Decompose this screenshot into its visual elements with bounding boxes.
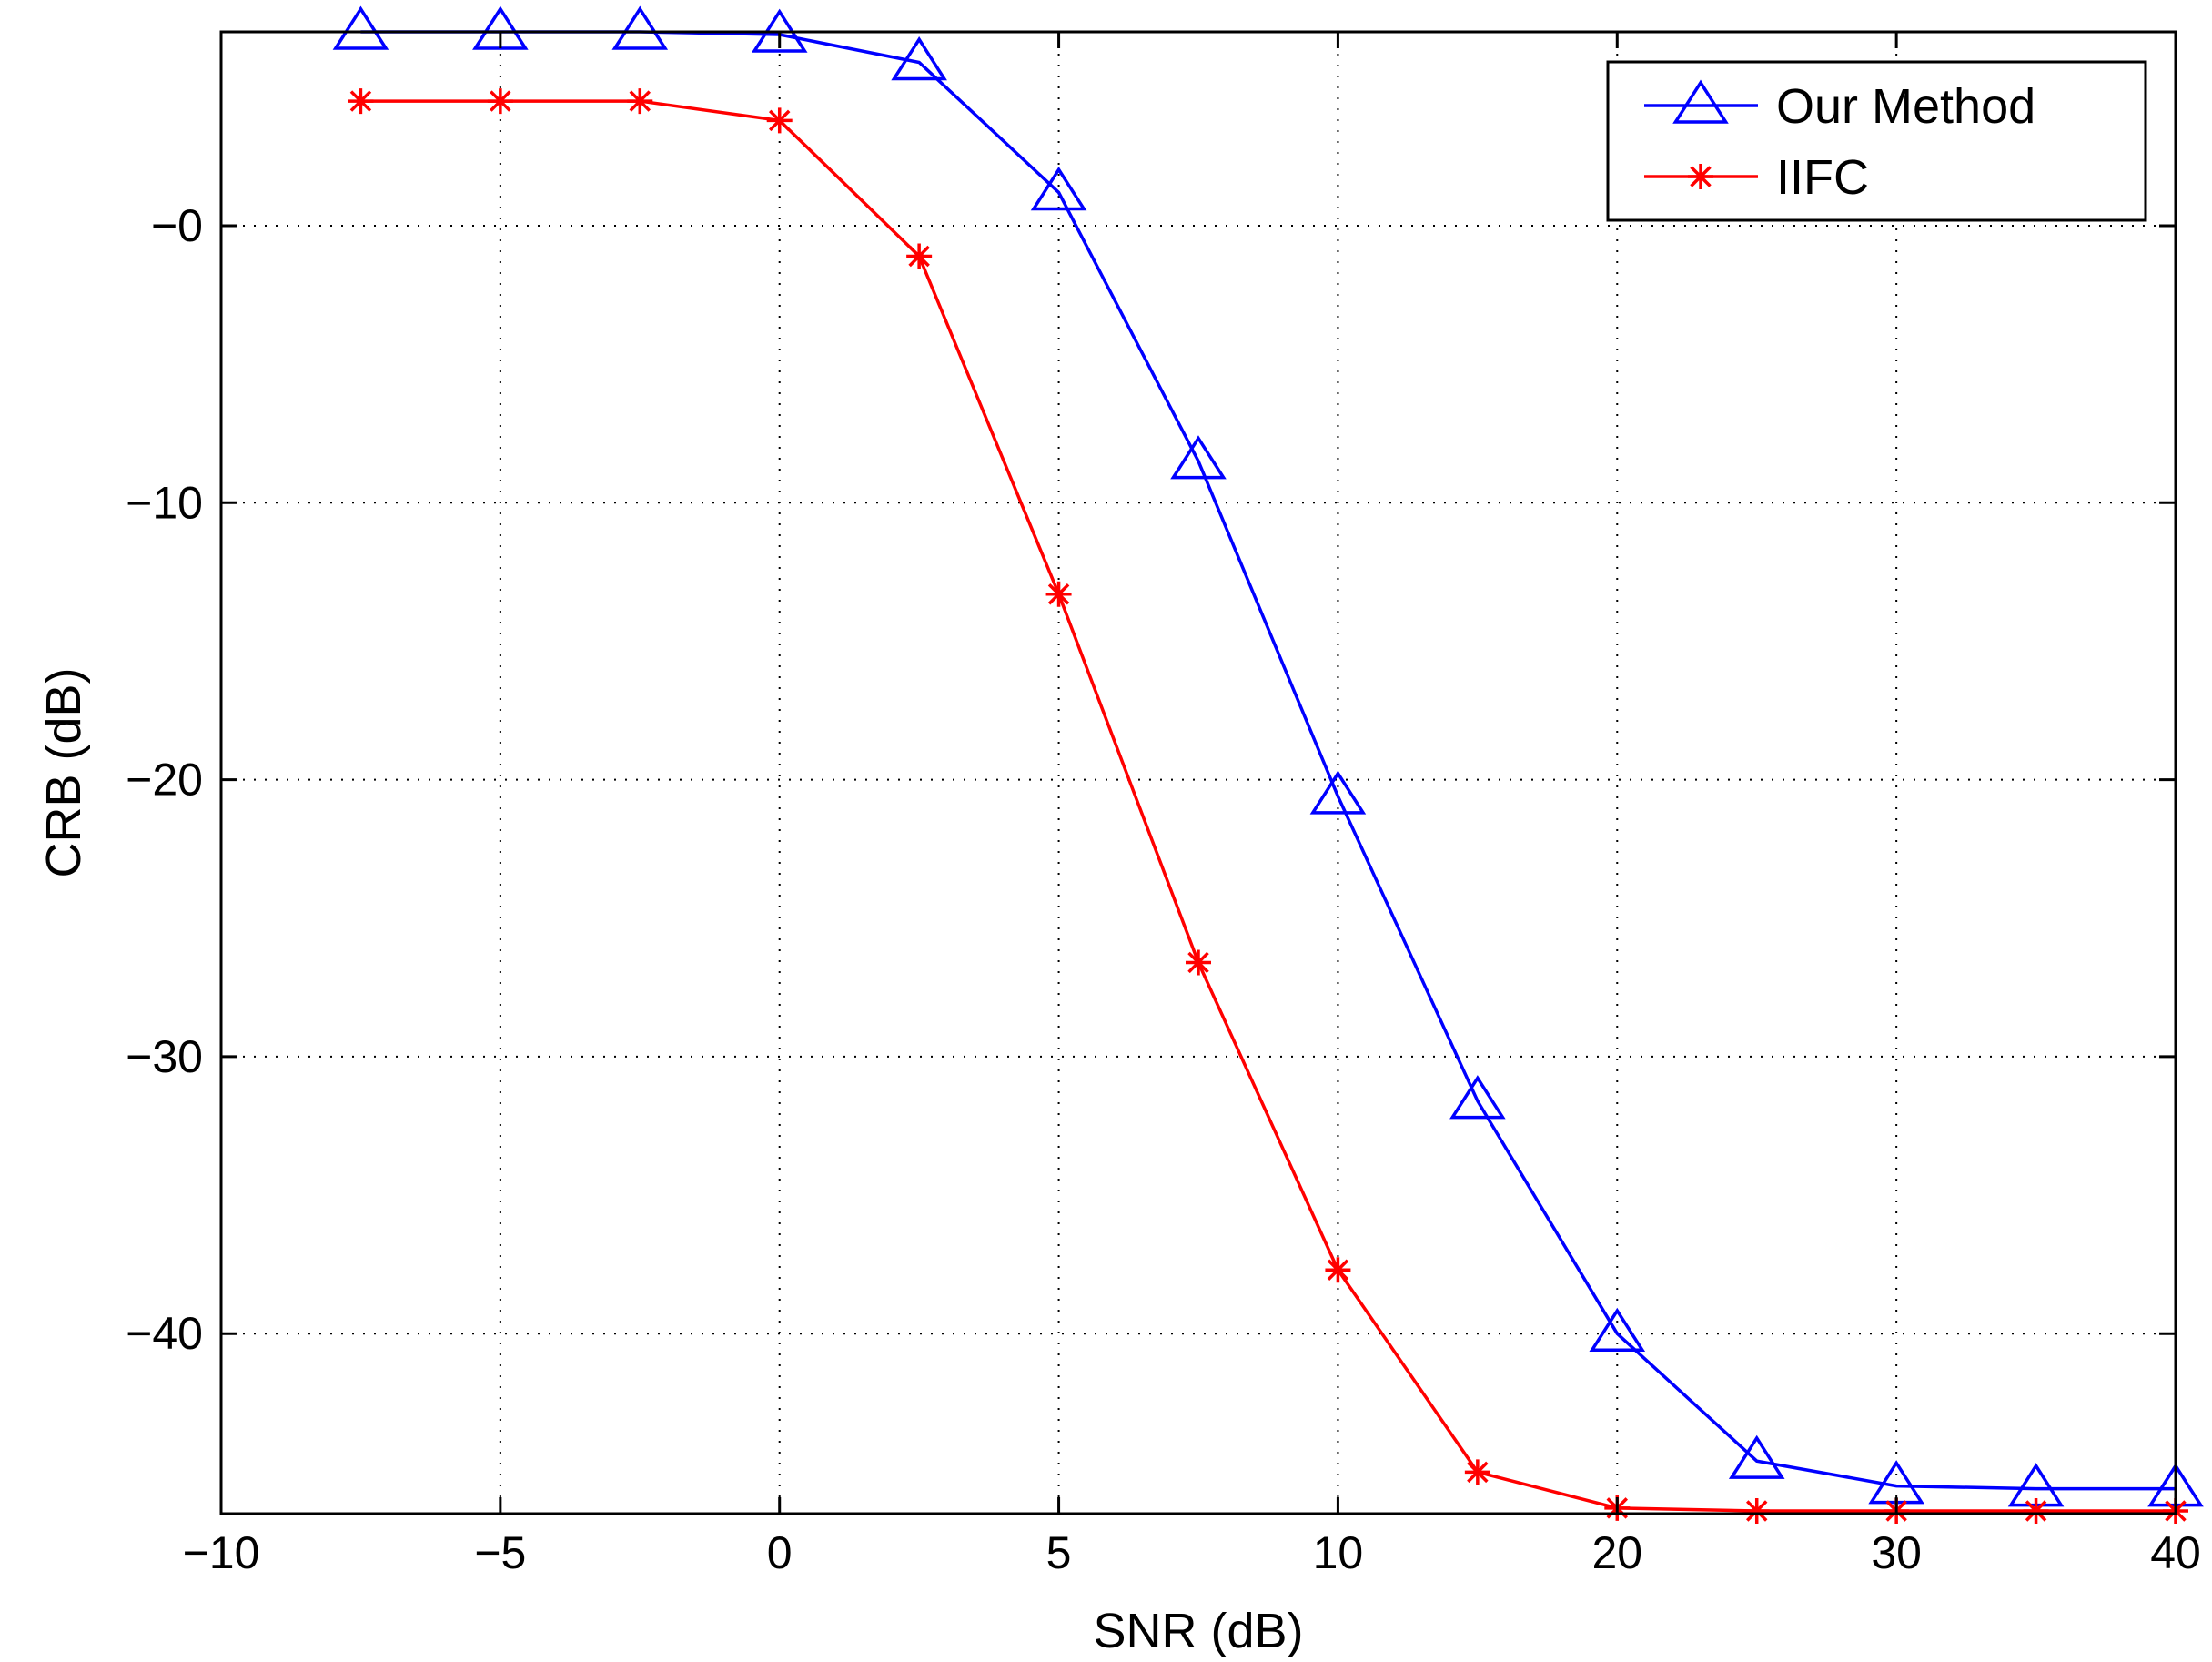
asterisk-marker-stroke <box>766 107 793 134</box>
triangle-marker <box>1170 435 1227 480</box>
triangle-marker <box>1672 79 1729 124</box>
asterisk-marker <box>627 88 653 115</box>
asterisk-marker <box>1743 1497 1770 1524</box>
y-tick-label: −20 <box>126 755 203 806</box>
y-tick-label: −0 <box>151 200 203 251</box>
y-axis-title: CRB (dB) <box>36 667 91 877</box>
asterisk-marker-stroke <box>1325 1257 1351 1283</box>
triangle-marker <box>1030 167 1087 211</box>
plot-area <box>221 32 2176 1514</box>
asterisk-marker <box>766 107 793 134</box>
asterisk-marker <box>1045 581 1072 607</box>
triangle-marker <box>611 5 669 50</box>
x-tick-label: 40 <box>2150 1527 2201 1578</box>
y-tick-label: −30 <box>126 1031 203 1082</box>
x-tick-label: 5 <box>1046 1527 1072 1578</box>
y-tick-label: −10 <box>126 477 203 528</box>
x-tick-label: −10 <box>183 1527 260 1578</box>
asterisk-marker <box>1325 1257 1351 1283</box>
triangle-marker <box>1309 770 1367 815</box>
axis-ticks: −10 −5 0 5 10 20 30 40 −0 −10 −20 −30 −40 <box>126 32 2201 1578</box>
asterisk-marker-stroke <box>2023 1497 2049 1524</box>
asterisk-marker-stroke <box>1688 164 1713 189</box>
y-tick-label: −40 <box>126 1308 203 1359</box>
legend-label: Our Method <box>1776 79 2035 134</box>
asterisk-marker-stroke <box>1045 581 1072 607</box>
x-tick-label: 20 <box>1591 1527 1642 1578</box>
series-line <box>360 99 2176 1513</box>
asterisk-marker <box>348 88 374 115</box>
asterisk-marker <box>1186 949 1211 976</box>
asterisk-marker <box>1464 1459 1490 1485</box>
asterisk-marker <box>906 243 933 269</box>
asterisk-marker <box>1688 164 1713 189</box>
asterisk-marker <box>2023 1497 2049 1524</box>
asterisk-marker-stroke <box>1743 1497 1770 1524</box>
x-axis-title: SNR (dB) <box>1093 1604 1303 1658</box>
asterisk-marker-stroke <box>1186 949 1211 976</box>
asterisk-marker-stroke <box>906 243 933 269</box>
triangle-marker <box>1589 1307 1646 1352</box>
triangle-marker <box>891 36 947 81</box>
legend: Our Method IIFC <box>1606 60 2147 222</box>
asterisk-marker-stroke <box>627 88 653 115</box>
triangle-marker <box>1728 1434 1785 1479</box>
triangle-marker <box>332 5 389 50</box>
x-tick-label: 10 <box>1313 1527 1364 1578</box>
asterisk-marker <box>487 88 513 115</box>
x-tick-label: −5 <box>474 1527 526 1578</box>
asterisk-marker-stroke <box>1464 1459 1490 1485</box>
x-tick-label: 30 <box>1871 1527 1922 1578</box>
asterisk-marker-stroke <box>348 88 374 115</box>
x-tick-label: 0 <box>767 1527 793 1578</box>
plot-frame <box>219 30 2177 1515</box>
legend-label: IIFC <box>1776 150 1869 205</box>
asterisk-marker-stroke <box>487 88 513 115</box>
triangle-marker <box>1449 1075 1506 1120</box>
